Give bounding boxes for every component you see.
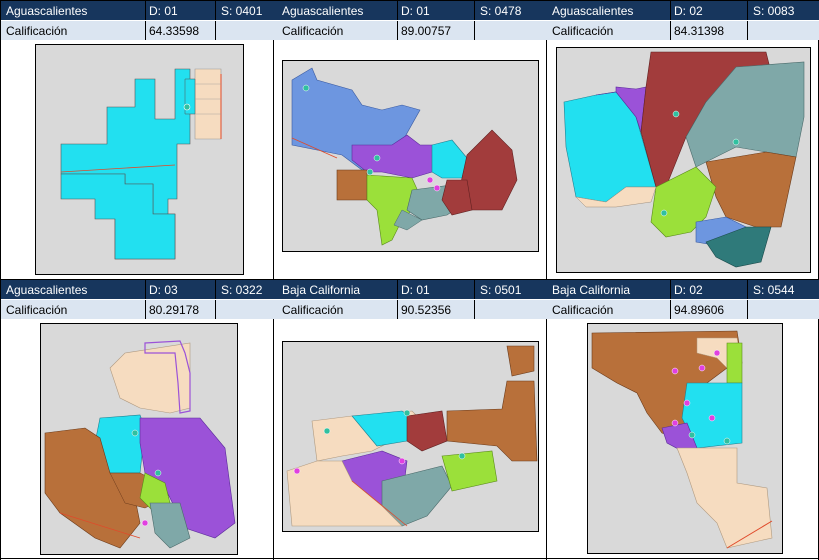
school-marker-icon <box>293 467 301 475</box>
state-name: Aguascalientes <box>282 4 364 18</box>
state-name: Baja California <box>552 283 631 297</box>
section-label: S: 0401 <box>221 4 263 18</box>
school-marker-icon <box>660 209 668 217</box>
grid-line-middle <box>0 279 819 280</box>
state-name: Aguascalientes <box>552 4 634 18</box>
school-marker-icon <box>154 469 162 477</box>
score-value: 89.00757 <box>401 24 452 38</box>
section-label: S: 0478 <box>480 4 522 18</box>
section-map <box>35 44 244 275</box>
school-marker-icon <box>426 176 434 184</box>
state-name: Aguascalientes <box>6 283 88 297</box>
panel-header: Aguascalientes D: 03 S: 0322 Calificació… <box>1 280 274 319</box>
school-marker-icon <box>398 457 406 465</box>
panel-4: Aguascalientes D: 03 S: 0322 Calificació… <box>1 280 274 559</box>
score-value: 90.52356 <box>401 303 452 317</box>
score-row: Calificación 64.33598 <box>1 20 274 40</box>
section-label: S: 0501 <box>480 283 522 297</box>
school-marker-icon <box>403 409 411 417</box>
school-marker-icon <box>732 138 740 146</box>
panel-title-row: Aguascalientes D: 02 S: 0083 <box>547 1 819 20</box>
grid-line-top <box>0 0 819 1</box>
panel-title-row: Aguascalientes D: 03 S: 0322 <box>1 280 274 299</box>
score-row: Calificación 89.00757 <box>274 20 547 40</box>
section-map <box>587 323 783 554</box>
school-marker-icon <box>323 427 331 435</box>
school-marker-icon <box>713 349 721 357</box>
score-label: Calificación <box>552 303 614 317</box>
score-value: 94.89606 <box>674 303 725 317</box>
district-label: D: 01 <box>401 4 430 18</box>
score-row: Calificación 94.89606 <box>547 299 819 319</box>
school-marker-icon <box>302 84 310 92</box>
section-label: S: 0322 <box>221 283 263 297</box>
score-label: Calificación <box>6 24 68 38</box>
panel-2: Aguascalientes D: 01 S: 0478 Calificació… <box>274 1 547 280</box>
section-map <box>556 47 811 273</box>
panel-title-row: Aguascalientes D: 01 S: 0478 <box>274 1 547 20</box>
school-marker-icon <box>131 429 139 437</box>
grid-line-bottom <box>0 558 819 559</box>
school-marker-icon <box>688 431 696 439</box>
panel-1: Aguascalientes D: 01 S: 0401 Calificació… <box>1 1 274 280</box>
school-marker-icon <box>141 519 149 527</box>
section-map <box>40 323 238 555</box>
panel-header: Baja California D: 02 S: 0544 Calificaci… <box>547 280 819 319</box>
panel-3: Aguascalientes D: 02 S: 0083 Calificació… <box>547 1 819 280</box>
school-marker-icon <box>708 414 716 422</box>
school-marker-icon <box>698 364 706 372</box>
state-name: Baja California <box>282 283 361 297</box>
district-label: D: 03 <box>149 283 178 297</box>
score-value: 80.29178 <box>149 303 200 317</box>
school-marker-icon <box>723 437 731 445</box>
district-label: D: 02 <box>674 4 703 18</box>
panel-header: Aguascalientes D: 01 S: 0401 Calificació… <box>1 1 274 40</box>
panel-5: Baja California D: 01 S: 0501 Calificaci… <box>274 280 547 559</box>
panel-title-row: Aguascalientes D: 01 S: 0401 <box>1 1 274 20</box>
grid-line-left <box>0 0 1 560</box>
score-value: 84.31398 <box>674 24 725 38</box>
school-marker-icon <box>672 110 680 118</box>
score-row: Calificación 80.29178 <box>1 299 274 319</box>
school-marker-icon <box>671 419 679 427</box>
district-label: D: 01 <box>149 4 178 18</box>
panel-header: Aguascalientes D: 02 S: 0083 Calificació… <box>547 1 819 40</box>
section-label: S: 0083 <box>753 4 795 18</box>
score-label: Calificación <box>282 24 344 38</box>
school-marker-icon <box>183 103 191 111</box>
school-marker-icon <box>366 168 374 176</box>
district-label: D: 01 <box>401 283 430 297</box>
panel-header: Baja California D: 01 S: 0501 Calificaci… <box>274 280 547 319</box>
school-marker-icon <box>433 184 441 192</box>
score-row: Calificación 90.52356 <box>274 299 547 319</box>
panel-title-row: Baja California D: 02 S: 0544 <box>547 280 819 299</box>
score-label: Calificación <box>6 303 68 317</box>
section-map <box>282 60 539 252</box>
section-label: S: 0544 <box>753 283 795 297</box>
school-marker-icon <box>683 399 691 407</box>
school-marker-icon <box>373 154 381 162</box>
panel-title-row: Baja California D: 01 S: 0501 <box>274 280 547 299</box>
score-label: Calificación <box>552 24 614 38</box>
score-value: 64.33598 <box>149 24 200 38</box>
state-name: Aguascalientes <box>6 4 88 18</box>
score-row: Calificación 84.31398 <box>547 20 819 40</box>
school-marker-icon <box>458 452 466 460</box>
district-label: D: 02 <box>674 283 703 297</box>
school-marker-icon <box>671 367 679 375</box>
panel-6: Baja California D: 02 S: 0544 Calificaci… <box>547 280 819 559</box>
score-label: Calificación <box>282 303 344 317</box>
panel-header: Aguascalientes D: 01 S: 0478 Calificació… <box>274 1 547 40</box>
section-map <box>282 341 539 532</box>
